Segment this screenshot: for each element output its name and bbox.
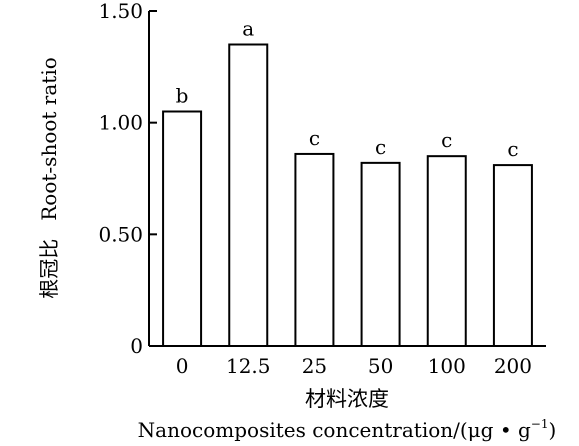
y-tick-label: 1.50 — [98, 0, 143, 23]
bar-0 — [162, 110, 203, 347]
bar-12.5 — [228, 43, 269, 347]
x-tick-label: 200 — [494, 354, 532, 378]
x-tick-label: 50 — [368, 354, 393, 378]
x-axis-label-english: Nanocomposites concentration/(μg • g−1) — [138, 417, 557, 442]
labels: b 0 a 12.5 c 25 c 50 c 100 c 200 0 0.50 1.00 1.50 — [98, 0, 532, 378]
y-axis-label-english: Root-shoot ratio — [37, 57, 61, 221]
x-tick-label: 12.5 — [226, 354, 271, 378]
bar-significance-label: b — [176, 84, 189, 108]
x-axis-label-chinese: 材料浓度 — [305, 387, 389, 411]
bar-significance-label: c — [375, 135, 386, 159]
y-tick-label: 0.50 — [98, 222, 143, 246]
y-axis-label: 根冠比 Root-shoot ratio — [37, 57, 61, 299]
y-tick-label: 0 — [130, 334, 143, 358]
bar-significance-label: c — [507, 137, 518, 161]
bar-100 — [426, 155, 467, 347]
x-axis-label-english-exponent: −1 — [531, 417, 549, 431]
bar-25 — [294, 152, 335, 347]
bar-significance-label: c — [441, 128, 452, 152]
bar-significance-label: c — [309, 126, 320, 150]
x-tick-label: 100 — [428, 354, 466, 378]
x-axis-label-english-tail: ) — [549, 418, 557, 442]
x-tick-label: 0 — [176, 354, 189, 378]
axes — [148, 10, 546, 347]
bar-50 — [360, 161, 401, 347]
x-tick-label: 25 — [302, 354, 327, 378]
y-tick-label: 1.00 — [98, 111, 143, 135]
x-axis-label-english-main: Nanocomposites concentration/(μg • g — [138, 418, 531, 442]
bars — [162, 43, 533, 347]
bar-200 — [492, 164, 533, 347]
bar-significance-label: a — [242, 17, 254, 41]
y-axis-label-chinese: 根冠比 — [37, 239, 61, 299]
